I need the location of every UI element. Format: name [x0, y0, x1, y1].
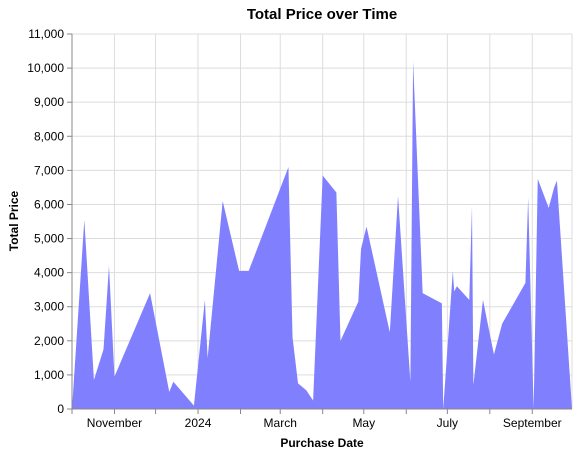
area-layer: [72, 61, 572, 410]
y-tick-label: 8,000: [34, 129, 64, 143]
x-tick-label: May: [352, 416, 375, 430]
y-tick-label: 5,000: [34, 232, 64, 246]
y-tick-label: 3,000: [34, 300, 64, 314]
x-tick-label: 2024: [185, 416, 212, 430]
y-tick-label: 1,000: [34, 368, 64, 382]
y-tick-label: 11,000: [28, 27, 64, 41]
y-tick-label: 9,000: [34, 95, 64, 109]
y-tick-label: 2,000: [34, 334, 64, 348]
y-tick-label: 4,000: [34, 266, 64, 280]
x-axis-title: Purchase Date: [280, 436, 364, 450]
x-tick-label: July: [437, 416, 458, 430]
chart-title: Total Price over Time: [247, 6, 397, 23]
x-tick-label: November: [87, 416, 142, 430]
x-tick-label: March: [264, 416, 297, 430]
area-series-total-price: [72, 61, 572, 410]
y-tick-label: 0: [57, 402, 64, 416]
y-tick-label: 6,000: [34, 197, 64, 211]
y-axis-title: Total Price: [7, 190, 21, 251]
axis-layer: 0 1,000 2,000 3,000 4,000 5,000 6,000 7,000 8,00…: [27, 27, 572, 430]
y-tick-label: 10,000: [27, 61, 64, 75]
x-tick-label: September: [503, 416, 562, 430]
y-tick-label: 7,000: [34, 163, 64, 177]
